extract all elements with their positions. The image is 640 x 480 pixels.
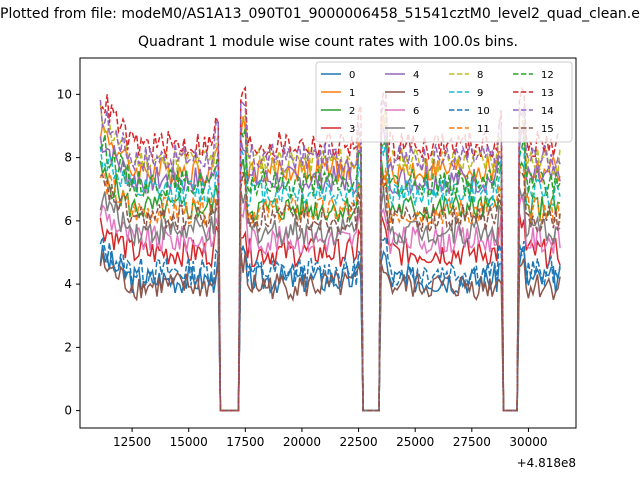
x-tick-label: 30000 (509, 435, 547, 449)
legend-label: 3 (349, 124, 355, 135)
x-tick-label: 20000 (283, 435, 321, 449)
series-line-6 (99, 195, 561, 412)
legend-label: 13 (541, 88, 554, 99)
y-tick-label: 10 (57, 87, 72, 101)
series-line-8 (99, 102, 561, 412)
legend-label: 10 (477, 106, 490, 117)
legend-label: 15 (541, 124, 554, 135)
x-axis: 12500 15000 17500 20000 22500 25000 27500 30000 (113, 428, 548, 449)
series-line-11 (99, 164, 561, 412)
figure-title: Plotted from file: modeM0/AS1A13_090T01_… (0, 6, 640, 22)
series-line-12 (99, 127, 561, 412)
y-tick-label: 6 (64, 214, 72, 228)
legend-label: 9 (477, 88, 483, 99)
series-line-10 (99, 234, 561, 412)
legend-label: 11 (477, 124, 490, 135)
legend-label: 12 (541, 70, 554, 81)
x-tick-label: 12500 (113, 435, 151, 449)
legend-label: 4 (413, 70, 419, 81)
x-tick-label: 27500 (453, 435, 491, 449)
y-tick-label: 0 (64, 404, 72, 418)
y-tick-label: 2 (64, 340, 72, 354)
legend-box (315, 61, 573, 143)
axes-frame (79, 57, 577, 429)
series-lines (99, 85, 561, 412)
x-tick-label: 17500 (226, 435, 264, 449)
x-tick-label: 25000 (396, 435, 434, 449)
series-line-3 (99, 213, 561, 412)
chart-title: Quadrant 1 module wise count rates with … (138, 34, 518, 50)
legend-label: 8 (477, 70, 483, 81)
legend-label: 6 (413, 106, 419, 117)
y-tick-label: 8 (64, 151, 72, 165)
legend-label: 7 (413, 124, 419, 135)
legend-label: 1 (349, 88, 355, 99)
series-line-14 (99, 99, 561, 412)
x-axis-offset-label: +4.818e8 (517, 456, 576, 470)
legend-label: 0 (349, 70, 355, 81)
legend-label: 5 (413, 88, 419, 99)
series-line-5 (99, 251, 561, 412)
series-line-2 (99, 158, 561, 412)
series-line-7 (99, 187, 561, 412)
x-tick-label: 22500 (339, 435, 377, 449)
legend-label: 2 (349, 106, 355, 117)
series-line-15 (100, 169, 561, 412)
x-tick-label: 15000 (170, 435, 208, 449)
series-line-9 (99, 141, 561, 412)
legend-label: 14 (541, 106, 554, 117)
y-tick-label: 4 (64, 277, 72, 291)
y-axis: 0 2 4 6 8 10 (57, 87, 80, 418)
